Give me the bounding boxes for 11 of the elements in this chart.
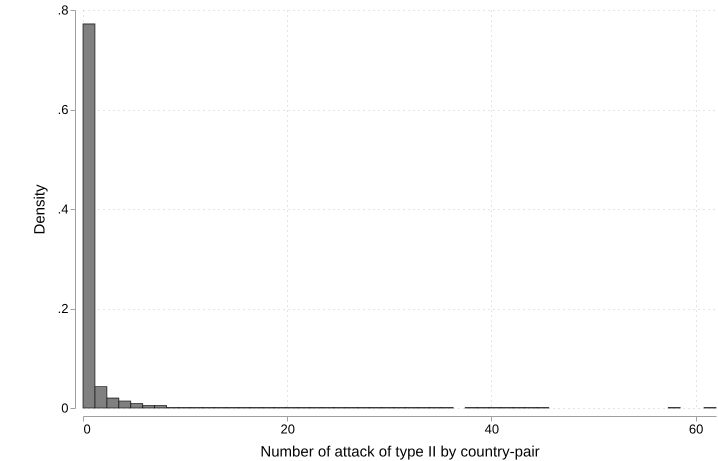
y-tick-label: .8 bbox=[58, 2, 68, 18]
x-axis-title: Number of attack of type II by country-pair bbox=[260, 444, 540, 460]
x-tick-label: 20 bbox=[280, 422, 295, 436]
x-tick-label: 0 bbox=[84, 422, 91, 436]
y-tick-label: .6 bbox=[58, 102, 68, 117]
y-tick-label: 0 bbox=[61, 400, 68, 416]
y-tick-label: .4 bbox=[58, 202, 68, 216]
y-tick-label: .2 bbox=[58, 301, 68, 316]
x-tick-label: 40 bbox=[484, 422, 500, 436]
x-tick-label: 60 bbox=[688, 422, 704, 436]
y-axis-title: Density bbox=[32, 184, 49, 235]
